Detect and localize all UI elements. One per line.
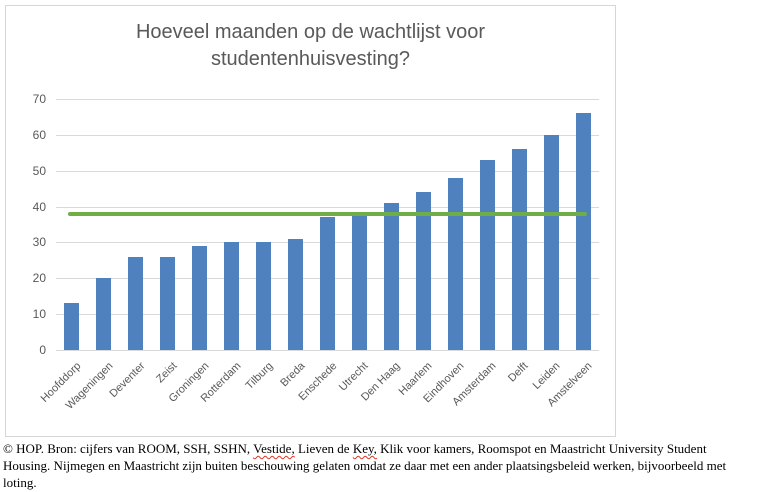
bar [479,159,495,350]
y-tick-label: 50 [32,163,46,178]
bar [415,192,431,350]
y-tick-label: 10 [32,307,46,322]
reference-line [67,211,588,216]
y-tick-label: 30 [32,235,46,250]
bar [320,217,335,350]
bar [288,238,304,350]
gridline [56,350,599,351]
source-note-line: loting. [3,474,767,491]
bar [160,256,176,350]
bar [96,278,112,350]
source-text: Housing. Nijmegen en Maastricht zijn bui… [3,458,727,473]
source-text: Klik voor kamers, Roomspot en Maastricht… [376,441,707,456]
gridline [56,170,599,172]
source-note: © HOP. Bron: cijfers van ROOM, SSH, SSHN… [3,440,767,491]
misspelled-word: Vestide, [253,441,295,456]
bar [447,177,463,350]
bar [383,202,399,350]
source-text: Lieven de [294,441,353,456]
source-text: loting. [3,475,37,490]
y-tick-label: 60 [32,127,46,142]
y-tick-label: 40 [32,199,46,214]
gridline [56,134,599,136]
gridline [56,206,599,208]
y-tick-label: 0 [39,343,46,357]
bar [64,303,80,350]
bar [128,256,144,350]
bar [256,242,272,350]
bar [543,134,559,350]
chart-title: Hoeveel maanden op de wachtlijst voor st… [135,21,486,70]
waitlist-bar-chart: Hoeveel maanden op de wachtlijst voor st… [5,5,616,437]
bar [511,149,527,350]
bar [575,113,591,350]
y-tick-label: 70 [32,92,46,106]
bar [351,213,367,350]
bar [224,242,240,350]
source-text: © HOP. Bron: cijfers van ROOM, SSH, SSHN… [3,441,254,456]
y-tick-label: 20 [32,271,46,286]
misspelled-word: Key, [352,441,377,456]
source-note-line: Housing. Nijmegen en Maastricht zijn bui… [3,457,767,474]
gridline [56,99,599,100]
bar [192,246,208,350]
source-note-line: © HOP. Bron: cijfers van ROOM, SSH, SSHN… [3,440,767,457]
